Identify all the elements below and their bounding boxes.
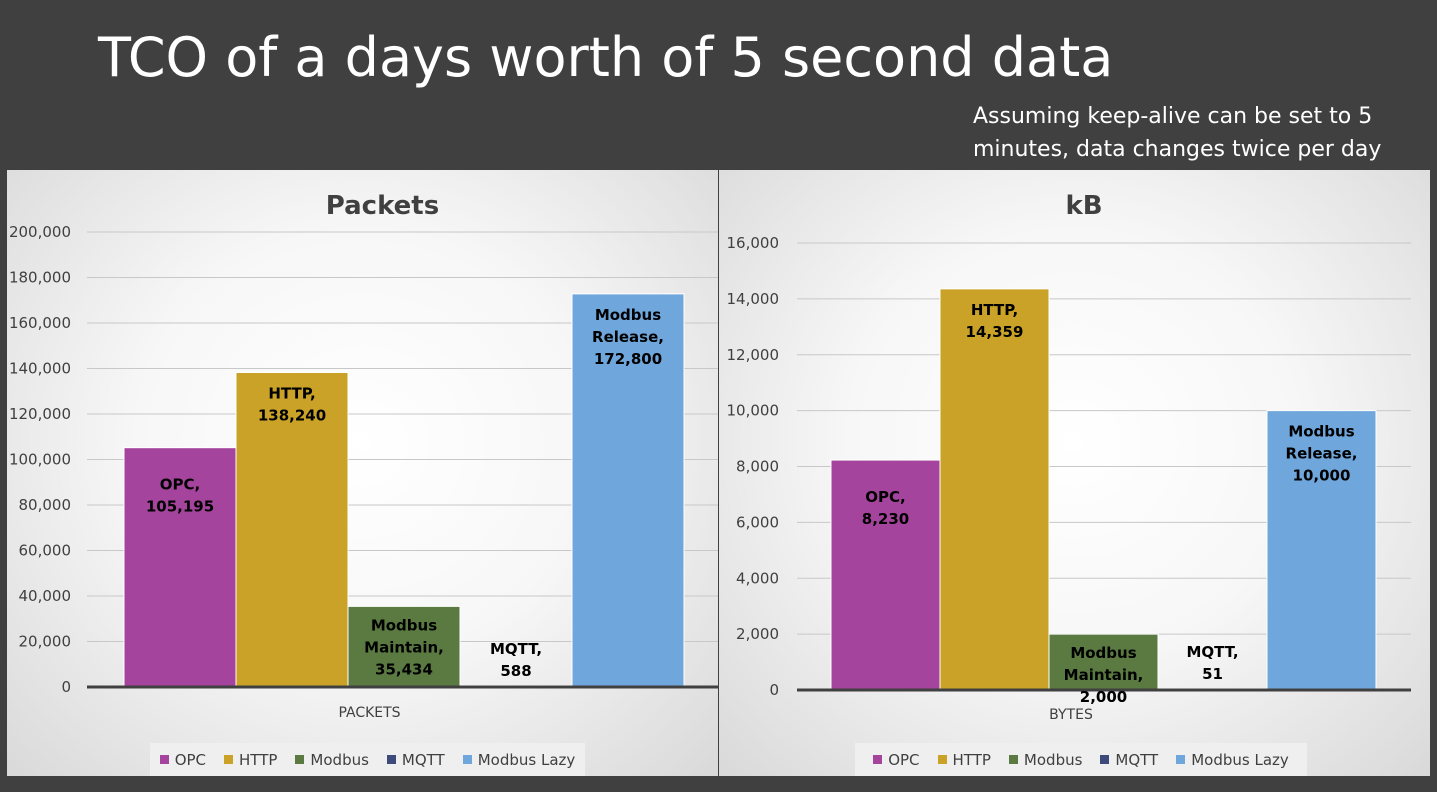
y-tick-label: 160,000 <box>9 314 71 332</box>
data-label: HTTP, 138,240 <box>258 385 326 425</box>
data-label: Modbus Release, 10,000 <box>1286 423 1358 485</box>
legend-label: Modbus Lazy <box>477 750 576 769</box>
chart-title: kB <box>1065 191 1102 221</box>
y-tick-label: 120,000 <box>9 405 71 423</box>
slide-subtitle: Assuming keep-alive can be set to 5 minu… <box>973 104 1382 162</box>
kb-chart-legend: OPC HTTP Modbus MQTT Modbus Lazy <box>855 743 1307 776</box>
legend-item: OPC <box>159 750 207 769</box>
bar-modbus <box>1266 410 1377 691</box>
y-tick-label: 140,000 <box>9 360 71 378</box>
legend-swatch <box>295 755 305 764</box>
legend-label: OPC <box>888 750 920 769</box>
bar-http <box>939 288 1050 691</box>
legend-swatch <box>224 755 234 764</box>
y-tick-label: 0 <box>61 678 71 696</box>
legend-label: OPC <box>174 750 207 769</box>
kb-chart: kB 0 2,000 4,000 6,000 8,000 10,000 12,000 14,00… <box>727 191 1411 723</box>
legend-swatch <box>386 755 396 764</box>
legend-label: HTTP <box>952 750 991 769</box>
x-axis-label: PACKETS <box>338 705 400 721</box>
legend-item: Modbus <box>295 750 369 769</box>
y-tick-label: 10,000 <box>727 402 780 420</box>
legend-item: MQTT <box>386 750 445 769</box>
y-tick-label: 20,000 <box>19 633 72 651</box>
bar-opc <box>830 459 941 691</box>
legend-item: HTTP <box>224 751 277 769</box>
packets-chart: Packets 0 20,000 40,000 60,000 80,000 100,000 1… <box>9 191 718 721</box>
legend-item: HTTP <box>937 750 991 769</box>
legend-item: OPC <box>873 750 920 769</box>
chart-title: Packets <box>326 191 439 221</box>
bar-modbus <box>571 293 685 688</box>
legend-swatch <box>937 755 947 764</box>
legend-swatch <box>1176 755 1186 764</box>
legend-label: Modbus <box>310 750 369 769</box>
data-label: Modbus Maintain, 35,434 <box>364 616 444 678</box>
y-tick-label: 100,000 <box>9 451 71 469</box>
y-tick-label: 60,000 <box>19 542 72 560</box>
y-tick-label: 6,000 <box>736 513 779 531</box>
legend-swatch <box>1100 755 1110 764</box>
y-tick-label: 14,000 <box>727 290 780 308</box>
data-label: OPC, 8,230 <box>862 488 909 528</box>
legend-label: MQTT <box>1115 750 1159 769</box>
packets-chart-legend: OPC HTTP Modbus MQTT Modbus Lazy <box>150 743 585 776</box>
legend-item: MQTT <box>1100 751 1158 769</box>
y-tick-label: 180,000 <box>9 269 71 287</box>
y-tick-label: 12,000 <box>727 346 780 364</box>
data-label: Modbus Maintain, 2,000 <box>1064 644 1144 706</box>
slide-title: TCO of a days worth of 5 second data <box>98 26 1114 89</box>
kb-chart-panel: kB 0 2,000 4,000 6,000 8,000 10,000 12,000 14,00… <box>719 170 1430 776</box>
legend-label: Modbus <box>1023 750 1083 769</box>
legend-label: Modbus Lazy <box>1191 750 1289 769</box>
legend-item: Modbus <box>1008 750 1083 769</box>
data-label: OPC, 105,195 <box>146 476 214 516</box>
legend-swatch <box>1008 755 1018 764</box>
legend-item: Modbus Lazy <box>1176 751 1289 769</box>
y-tick-label: 40,000 <box>19 587 72 605</box>
legend-label: MQTT <box>401 750 445 769</box>
x-axis-label: BYTES <box>1049 707 1093 723</box>
data-label: MQTT, 51 <box>1186 643 1238 683</box>
bar-opc <box>123 447 237 688</box>
y-tick-label: 0 <box>769 681 779 699</box>
y-tick-label: 4,000 <box>736 569 779 587</box>
legend-swatch <box>159 755 169 764</box>
legend-item: Modbus Lazy <box>462 750 576 769</box>
legend-swatch <box>462 755 472 764</box>
y-tick-label: 200,000 <box>9 223 71 241</box>
y-tick-label: 2,000 <box>736 625 779 643</box>
bar-http <box>235 372 349 688</box>
packets-chart-panel: Packets 0 20,000 40,000 60,000 80,000 100,000 1… <box>7 170 718 776</box>
y-tick-label: 80,000 <box>19 496 72 514</box>
data-label: HTTP, 14,359 <box>966 301 1024 341</box>
bar-modbus <box>1048 633 1159 691</box>
data-label: MQTT, 588 <box>490 640 542 680</box>
data-label: Modbus Release, 172,800 <box>592 306 664 368</box>
legend-swatch <box>873 755 883 764</box>
y-tick-label: 8,000 <box>736 458 779 476</box>
legend-label: HTTP <box>239 750 278 769</box>
y-tick-label: 16,000 <box>727 234 780 252</box>
